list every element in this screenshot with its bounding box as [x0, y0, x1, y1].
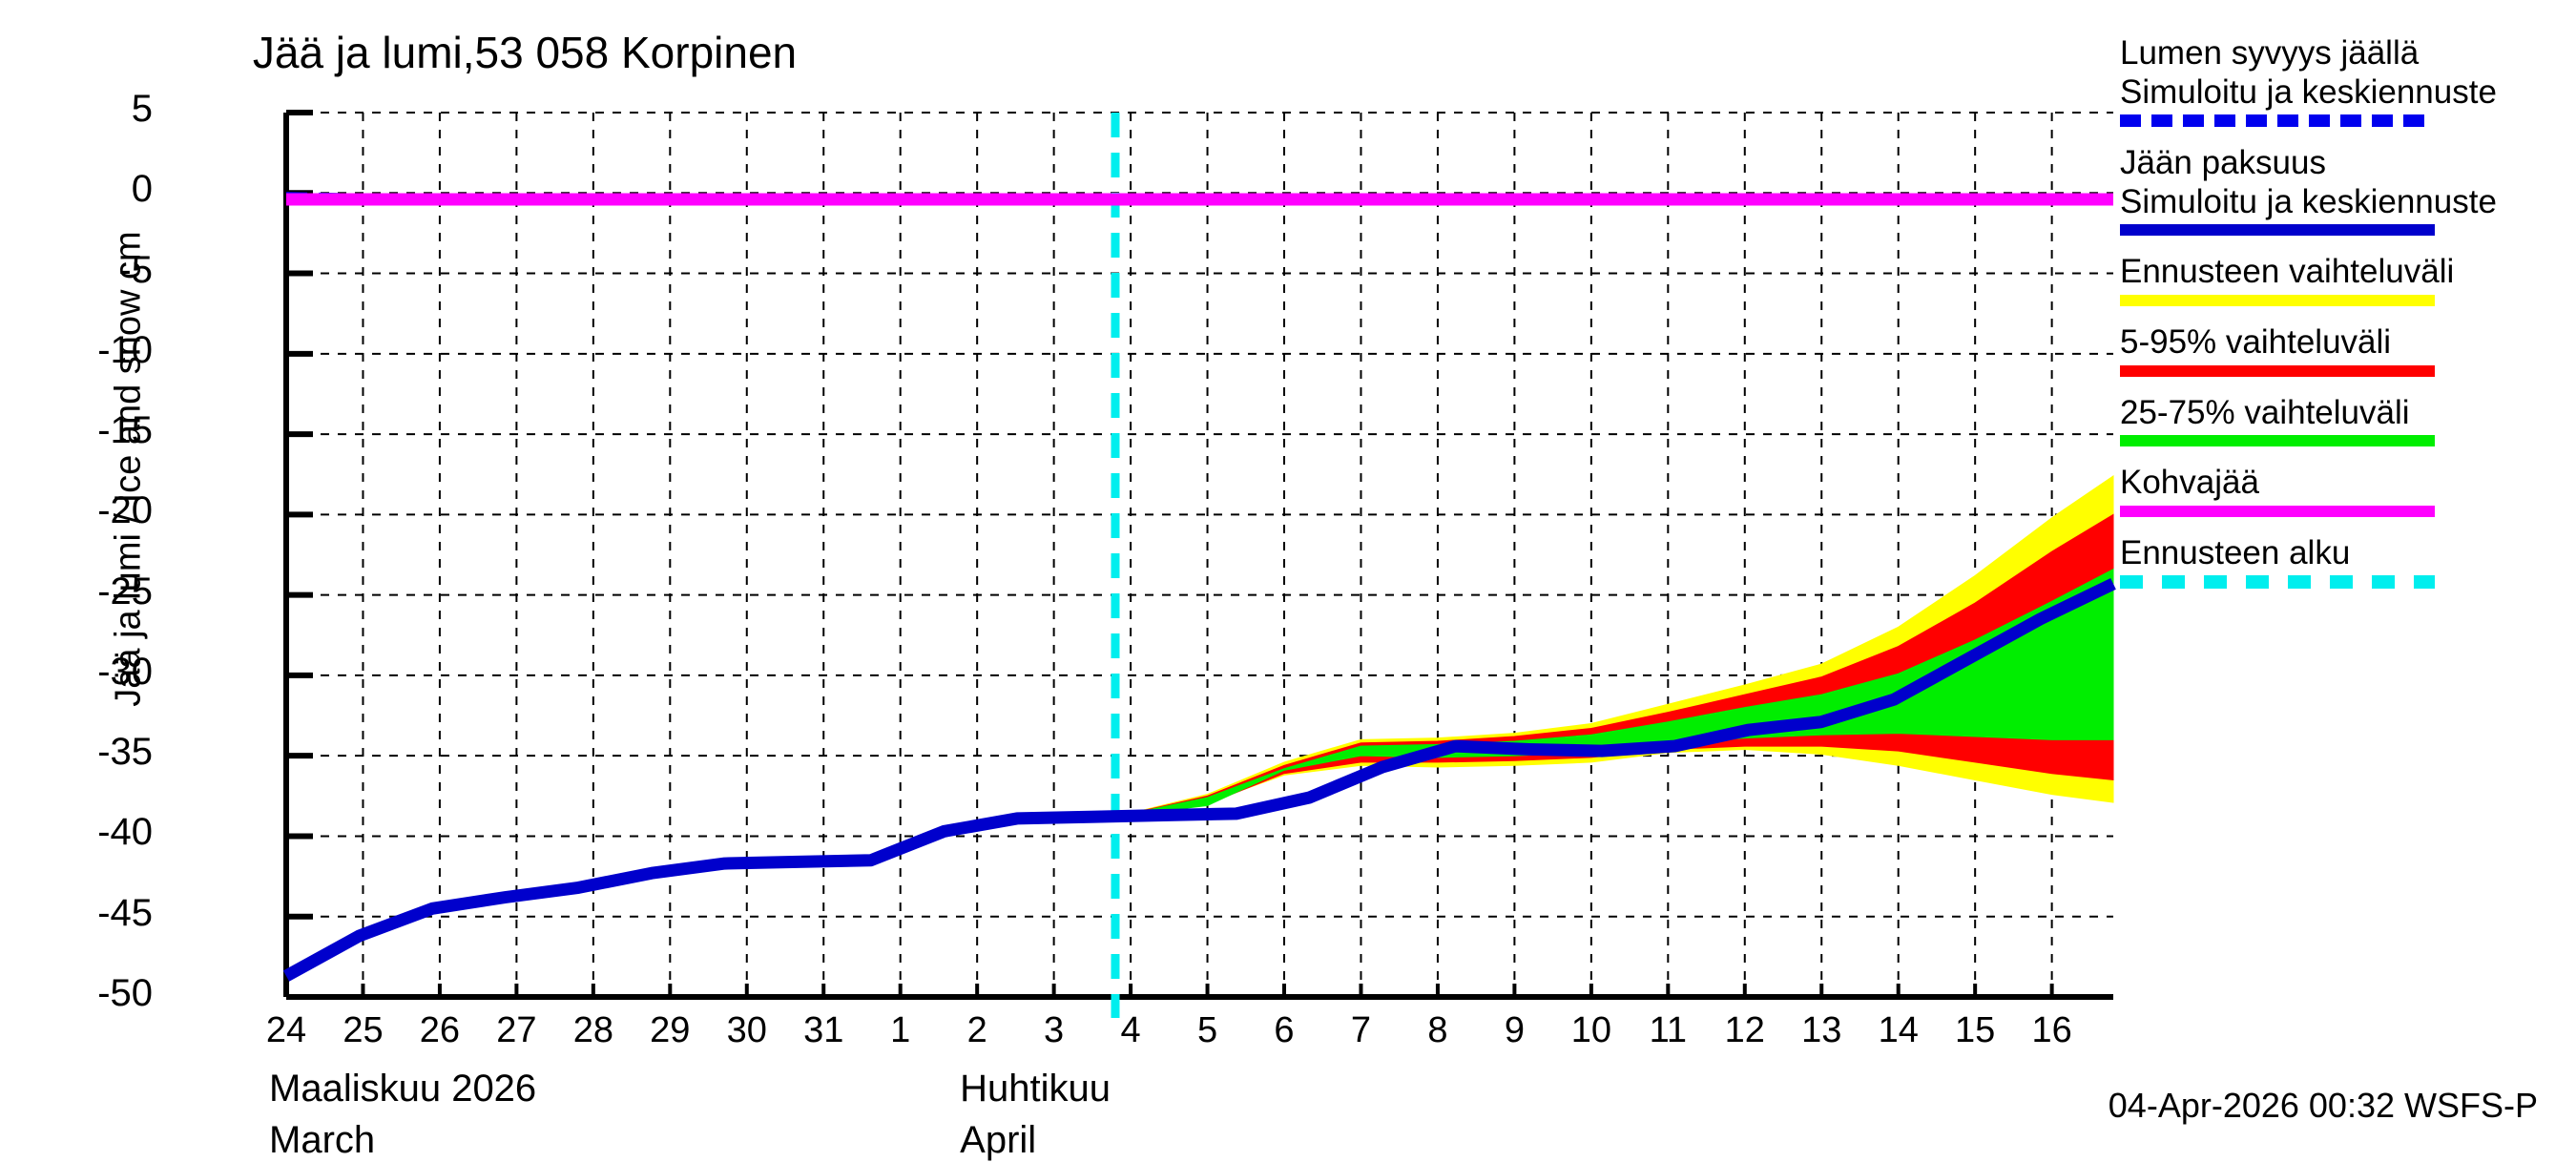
- y-axis-tick-label: -30: [97, 650, 153, 693]
- legend-swatch: [2120, 575, 2435, 590]
- y-axis-tick-label: 5: [131, 88, 153, 130]
- legend-item-title: 25-75% vaihteluväli: [2120, 393, 2410, 431]
- legend-item-subtitle: Simuloitu ja keskiennuste: [2120, 182, 2497, 220]
- legend-swatch: [2120, 114, 2435, 128]
- x-axis-tick-label: 2: [966, 1010, 987, 1050]
- x-axis-tick-label: 11: [1649, 1010, 1688, 1050]
- x-axis-tick-label: 16: [2031, 1010, 2072, 1050]
- x-axis-tick-label: 27: [496, 1010, 537, 1050]
- legend-swatch: [2120, 435, 2435, 447]
- legend-item-title: 5-95% vaihteluväli: [2120, 322, 2392, 361]
- x-axis-tick-label: 6: [1274, 1010, 1295, 1050]
- x-axis-tick-label: 30: [726, 1010, 767, 1050]
- x-axis-tick-label: 3: [1044, 1010, 1065, 1050]
- month-label-fi: Huhtikuu: [960, 1068, 1111, 1110]
- x-axis-tick-label: 9: [1504, 1010, 1525, 1050]
- legend-item-title: Kohvajää: [2120, 464, 2259, 502]
- legend-swatch: [2120, 364, 2435, 377]
- legend-swatch: [2120, 294, 2435, 306]
- x-axis-tick-label: 29: [650, 1010, 691, 1050]
- y-axis-tick-label: -25: [97, 570, 153, 612]
- legend-item: Ennusteen alku: [2120, 534, 2568, 590]
- legend: Lumen syvyys jäällä Simuloitu ja keskienn…: [2120, 34, 2568, 606]
- y-axis-tick-label: -5: [118, 248, 153, 291]
- y-axis-tick-label: -50: [97, 972, 153, 1014]
- y-axis-tick-label: -35: [97, 731, 153, 774]
- legend-swatch: [2120, 505, 2435, 517]
- timestamp-label: 04-Apr-2026 00:32 WSFS-P: [2108, 1086, 2538, 1125]
- legend-item-title: Ennusteen vaihteluväli: [2120, 253, 2455, 291]
- x-axis-tick-label: 5: [1196, 1010, 1218, 1050]
- y-axis-tick-label: -20: [97, 489, 153, 532]
- x-axis-tick-label: 12: [1724, 1010, 1765, 1050]
- y-axis-tick-label: 0: [131, 168, 153, 211]
- legend-item: 5-95% vaihteluväli: [2120, 323, 2568, 377]
- x-axis-tick-label: 1: [890, 1010, 911, 1050]
- month-label-fi: Maaliskuu 2026: [269, 1068, 537, 1110]
- x-axis-tick-label: 25: [343, 1010, 384, 1050]
- x-axis-tick-label: 24: [265, 1010, 307, 1050]
- y-axis-tick-label: -10: [97, 328, 153, 371]
- x-axis-tick-label: 8: [1427, 1010, 1448, 1050]
- legend-item: 25-75% vaihteluväli: [2120, 394, 2568, 447]
- legend-item-subtitle: Simuloitu ja keskiennuste: [2120, 73, 2497, 111]
- x-axis-tick-label: 14: [1878, 1010, 1919, 1050]
- series-line: [282, 577, 2116, 982]
- legend-item-title: Lumen syvyys jäällä: [2120, 34, 2420, 72]
- x-axis-tick-label: 10: [1570, 1010, 1611, 1050]
- y-axis-tick-labels: 5 0 -5 -10 -15 -20 -25 -30 -35 -40 -45 -50: [29, 0, 153, 1145]
- x-axis-tick-label: 28: [572, 1010, 613, 1050]
- x-axis-tick-label: 7: [1350, 1010, 1372, 1050]
- y-axis-tick-label: -15: [97, 409, 153, 452]
- legend-item: Kohvajää: [2120, 464, 2568, 517]
- y-axis-tick-label: -40: [97, 811, 153, 854]
- legend-item-title: Jään paksuus: [2120, 144, 2326, 182]
- x-axis-tick-label: 26: [419, 1010, 461, 1050]
- legend-item-title: Ennusteen alku: [2120, 533, 2351, 571]
- legend-item: Jään paksuus Simuloitu ja keskiennuste: [2120, 144, 2568, 237]
- page-title: Jää ja lumi,53 058 Korpinen: [252, 28, 798, 77]
- x-axis-tick-label: 13: [1801, 1010, 1842, 1050]
- x-axis-tick-label: 15: [1955, 1010, 1996, 1050]
- y-axis-tick-label: -45: [97, 891, 153, 934]
- x-axis-tick-label: 4: [1120, 1010, 1141, 1050]
- legend-swatch: [2120, 224, 2435, 237]
- legend-item: Lumen syvyys jäällä Simuloitu ja keskienn…: [2120, 34, 2568, 128]
- x-axis-tick-label: 31: [803, 1010, 844, 1050]
- legend-item: Ennusteen vaihteluväli: [2120, 253, 2568, 306]
